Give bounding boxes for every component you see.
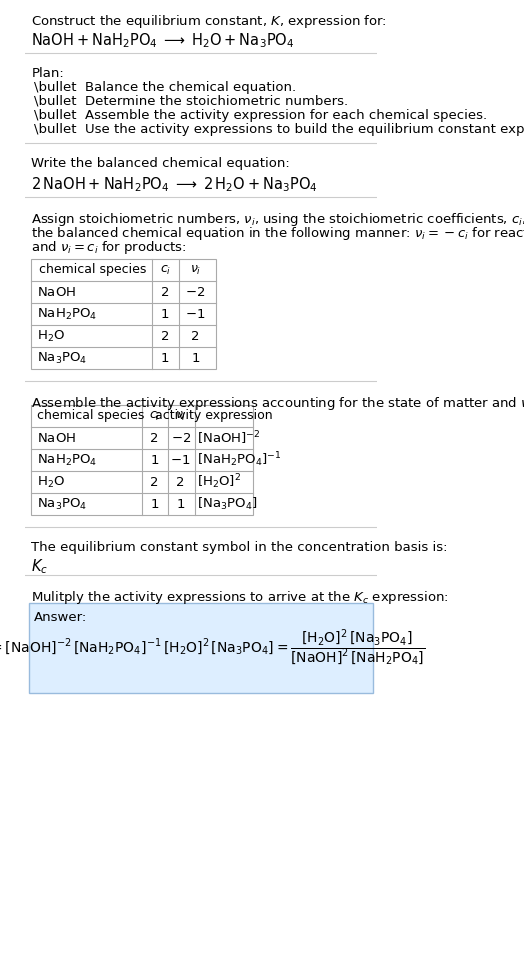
Text: Plan:: Plan: (31, 67, 64, 80)
Text: $[\mathrm{NaOH}]^{-2}$: $[\mathrm{NaOH}]^{-2}$ (198, 430, 261, 447)
Text: 2: 2 (150, 476, 159, 488)
Text: $[\mathrm{Na_3PO_4}]$: $[\mathrm{Na_3PO_4}]$ (198, 496, 258, 512)
Text: \bullet  Use the activity expressions to build the equilibrium constant expressi: \bullet Use the activity expressions to … (34, 123, 524, 136)
Text: Assign stoichiometric numbers, $\nu_i$, using the stoichiometric coefficients, $: Assign stoichiometric numbers, $\nu_i$, … (31, 211, 524, 228)
Text: Construct the equilibrium constant, $K$, expression for:: Construct the equilibrium constant, $K$,… (31, 13, 387, 30)
Text: $-1$: $-1$ (185, 308, 205, 320)
Text: Answer:: Answer: (34, 611, 88, 624)
Text: $\nu_i$: $\nu_i$ (175, 409, 187, 423)
Text: Write the balanced chemical equation:: Write the balanced chemical equation: (31, 157, 290, 170)
Text: $K_c = [\mathrm{NaOH}]^{-2}\,[\mathrm{NaH_2PO_4}]^{-1}\,[\mathrm{H_2O}]^{2}\,[\m: $K_c = [\mathrm{NaOH}]^{-2}\,[\mathrm{Na… (0, 628, 425, 668)
Text: chemical species: chemical species (39, 264, 147, 276)
Text: Assemble the activity expressions accounting for the state of matter and $\nu_i$: Assemble the activity expressions accoun… (31, 395, 524, 412)
FancyBboxPatch shape (29, 603, 373, 693)
Text: activity expression: activity expression (155, 409, 272, 423)
FancyBboxPatch shape (31, 259, 216, 369)
Text: 2: 2 (161, 330, 169, 342)
Text: 2: 2 (191, 330, 200, 342)
Text: $\mathrm{NaOH} + \mathrm{NaH_2PO_4} \;\longrightarrow\; \mathrm{H_2O} + \mathrm{: $\mathrm{NaOH} + \mathrm{NaH_2PO_4} \;\l… (31, 31, 295, 50)
Text: $\mathrm{NaOH}$: $\mathrm{NaOH}$ (37, 286, 76, 298)
Text: 2: 2 (150, 432, 159, 445)
Text: chemical species: chemical species (37, 409, 144, 423)
Text: $c_i$: $c_i$ (149, 409, 160, 423)
Text: $[\mathrm{H_2O}]^{2}$: $[\mathrm{H_2O}]^{2}$ (198, 473, 242, 491)
Text: \bullet  Balance the chemical equation.: \bullet Balance the chemical equation. (34, 81, 296, 94)
Text: \bullet  Determine the stoichiometric numbers.: \bullet Determine the stoichiometric num… (34, 95, 348, 108)
Text: 1: 1 (161, 352, 169, 364)
Text: \bullet  Assemble the activity expression for each chemical species.: \bullet Assemble the activity expression… (34, 109, 487, 122)
Text: 1: 1 (191, 352, 200, 364)
Text: Mulitply the activity expressions to arrive at the $K_c$ expression:: Mulitply the activity expressions to arr… (31, 589, 449, 606)
Text: and $\nu_i = c_i$ for products:: and $\nu_i = c_i$ for products: (31, 239, 187, 256)
Text: $[\mathrm{NaH_2PO_4}]^{-1}$: $[\mathrm{NaH_2PO_4}]^{-1}$ (198, 451, 282, 469)
Text: $K_c$: $K_c$ (31, 557, 48, 575)
Text: $2\,\mathrm{NaOH} + \mathrm{NaH_2PO_4} \;\longrightarrow\; 2\,\mathrm{H_2O} + \m: $2\,\mathrm{NaOH} + \mathrm{NaH_2PO_4} \… (31, 175, 318, 194)
Text: 1: 1 (177, 498, 185, 510)
Text: $\nu_i$: $\nu_i$ (190, 264, 201, 276)
Text: 2: 2 (177, 476, 185, 488)
Text: 1: 1 (150, 498, 159, 510)
Text: $-2$: $-2$ (185, 286, 205, 298)
Text: The equilibrium constant symbol in the concentration basis is:: The equilibrium constant symbol in the c… (31, 541, 448, 554)
Text: 1: 1 (150, 454, 159, 466)
Text: $\mathrm{Na_3PO_4}$: $\mathrm{Na_3PO_4}$ (37, 497, 87, 511)
Text: the balanced chemical equation in the following manner: $\nu_i = -c_i$ for react: the balanced chemical equation in the fo… (31, 225, 524, 242)
Text: $\mathrm{NaH_2PO_4}$: $\mathrm{NaH_2PO_4}$ (37, 307, 97, 321)
Text: $-2$: $-2$ (170, 432, 191, 445)
Text: 2: 2 (161, 286, 169, 298)
Text: $\mathrm{Na_3PO_4}$: $\mathrm{Na_3PO_4}$ (37, 350, 87, 365)
Text: $\mathrm{NaH_2PO_4}$: $\mathrm{NaH_2PO_4}$ (37, 453, 97, 468)
FancyBboxPatch shape (31, 405, 253, 515)
Text: $\mathrm{NaOH}$: $\mathrm{NaOH}$ (37, 432, 76, 445)
Text: 1: 1 (161, 308, 169, 320)
Text: $\mathrm{H_2O}$: $\mathrm{H_2O}$ (37, 475, 65, 489)
Text: $\mathrm{H_2O}$: $\mathrm{H_2O}$ (37, 328, 65, 343)
Text: $c_i$: $c_i$ (159, 264, 171, 276)
Text: $-1$: $-1$ (170, 454, 191, 466)
